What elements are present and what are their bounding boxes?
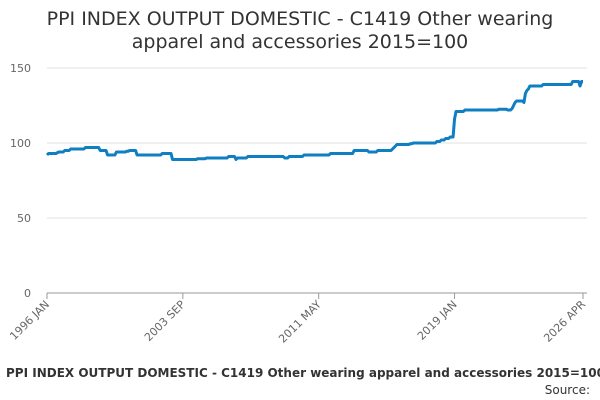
line-series <box>45 80 584 161</box>
chart-title: PPI INDEX OUTPUT DOMESTIC - C1419 Other … <box>47 8 554 30</box>
caption: PPI INDEX OUTPUT DOMESTIC - C1419 Other … <box>6 366 600 380</box>
source: Source: <box>545 383 590 397</box>
y-tick-label: 50 <box>17 212 31 225</box>
x-tick-label: 2011 MAY <box>276 298 324 346</box>
chart-title: apparel and accessories 2015=100 <box>132 31 469 53</box>
y-tick-label: 150 <box>10 62 31 75</box>
x-tick-label: 2003 SEP <box>142 298 188 344</box>
y-tick-label: 100 <box>10 137 31 150</box>
y-tick-label: 0 <box>24 287 31 300</box>
x-tick-label: 2026 APR <box>541 298 588 345</box>
x-tick-label: 1996 JAN <box>7 298 52 343</box>
x-tick-label: 2019 JAN <box>415 298 460 343</box>
